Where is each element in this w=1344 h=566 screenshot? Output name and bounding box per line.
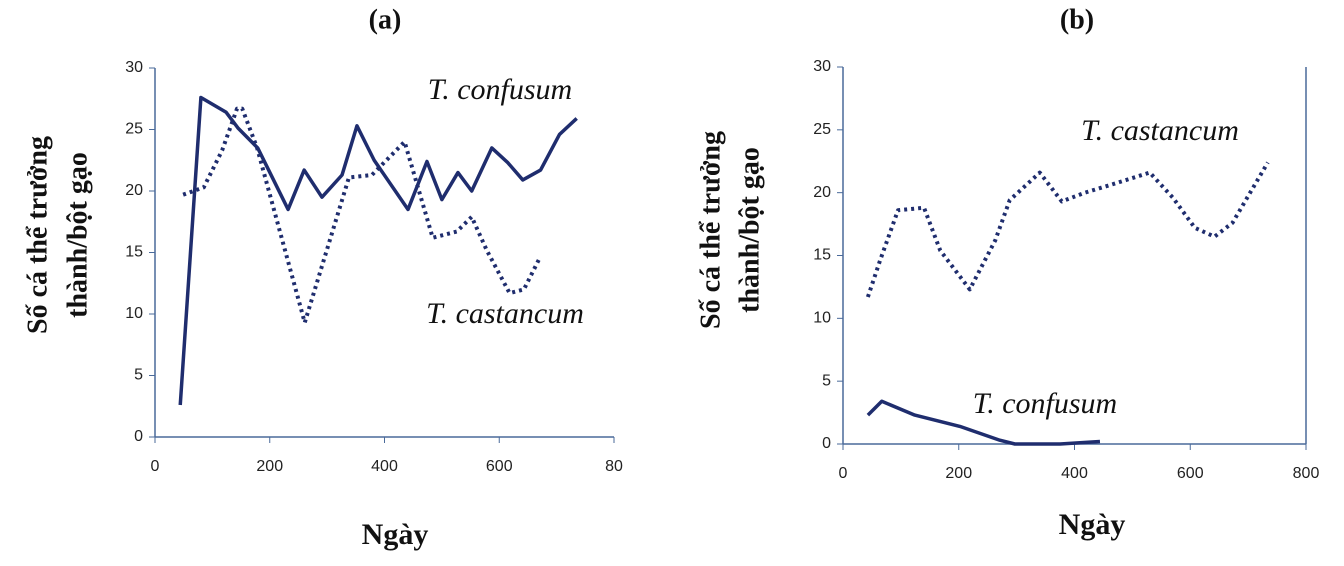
series-label: T. castancum — [426, 297, 584, 330]
x-tick-label: 200 — [256, 458, 283, 475]
x-tick-label: 600 — [486, 458, 513, 475]
y-tick-label: 5 — [134, 367, 143, 384]
series-line — [865, 161, 1270, 298]
y-axis-label: Số cá thể trưởng — [22, 136, 53, 334]
y-tick-label: 0 — [822, 435, 831, 452]
y-tick-label: 10 — [125, 305, 143, 322]
y-tick-label: 5 — [822, 372, 831, 389]
y-axis-label: thành/bột gạo — [62, 152, 93, 318]
y-tick-label: 10 — [813, 310, 831, 327]
x-tick-label: 0 — [151, 458, 160, 475]
y-axis-label: Số cá thể trưởng — [695, 131, 726, 329]
y-tick-label: 20 — [125, 182, 143, 199]
chart-title: (b) — [1060, 4, 1094, 35]
y-axis-label: thành/bột gạo — [734, 147, 765, 313]
x-tick-label: 600 — [1177, 465, 1204, 482]
series-label: T. castancum — [1081, 114, 1239, 147]
y-tick-label: 25 — [813, 121, 831, 138]
x-axis-label: Ngày — [362, 518, 429, 551]
series-line — [178, 95, 578, 406]
x-tick-label: 400 — [1061, 465, 1088, 482]
y-tick-label: 20 — [813, 184, 831, 201]
y-tick-label: 15 — [125, 244, 143, 261]
x-tick-label: 200 — [945, 465, 972, 482]
x-tick-label: 80 — [605, 458, 623, 475]
y-tick-label: 30 — [813, 58, 831, 75]
x-tick-label: 800 — [1293, 465, 1320, 482]
x-axis-label: Ngày — [1059, 508, 1126, 541]
series-line — [866, 399, 1101, 446]
chart-title: (a) — [369, 4, 402, 35]
series-label: T. confusum — [428, 73, 572, 106]
y-tick-label: 0 — [134, 428, 143, 445]
x-tick-label: 400 — [371, 458, 398, 475]
y-tick-label: 30 — [125, 59, 143, 76]
y-tick-label: 15 — [813, 247, 831, 264]
series-line — [182, 106, 542, 325]
x-tick-label: 0 — [839, 465, 848, 482]
y-tick-label: 25 — [125, 121, 143, 138]
series-label: T. confusum — [973, 387, 1117, 420]
